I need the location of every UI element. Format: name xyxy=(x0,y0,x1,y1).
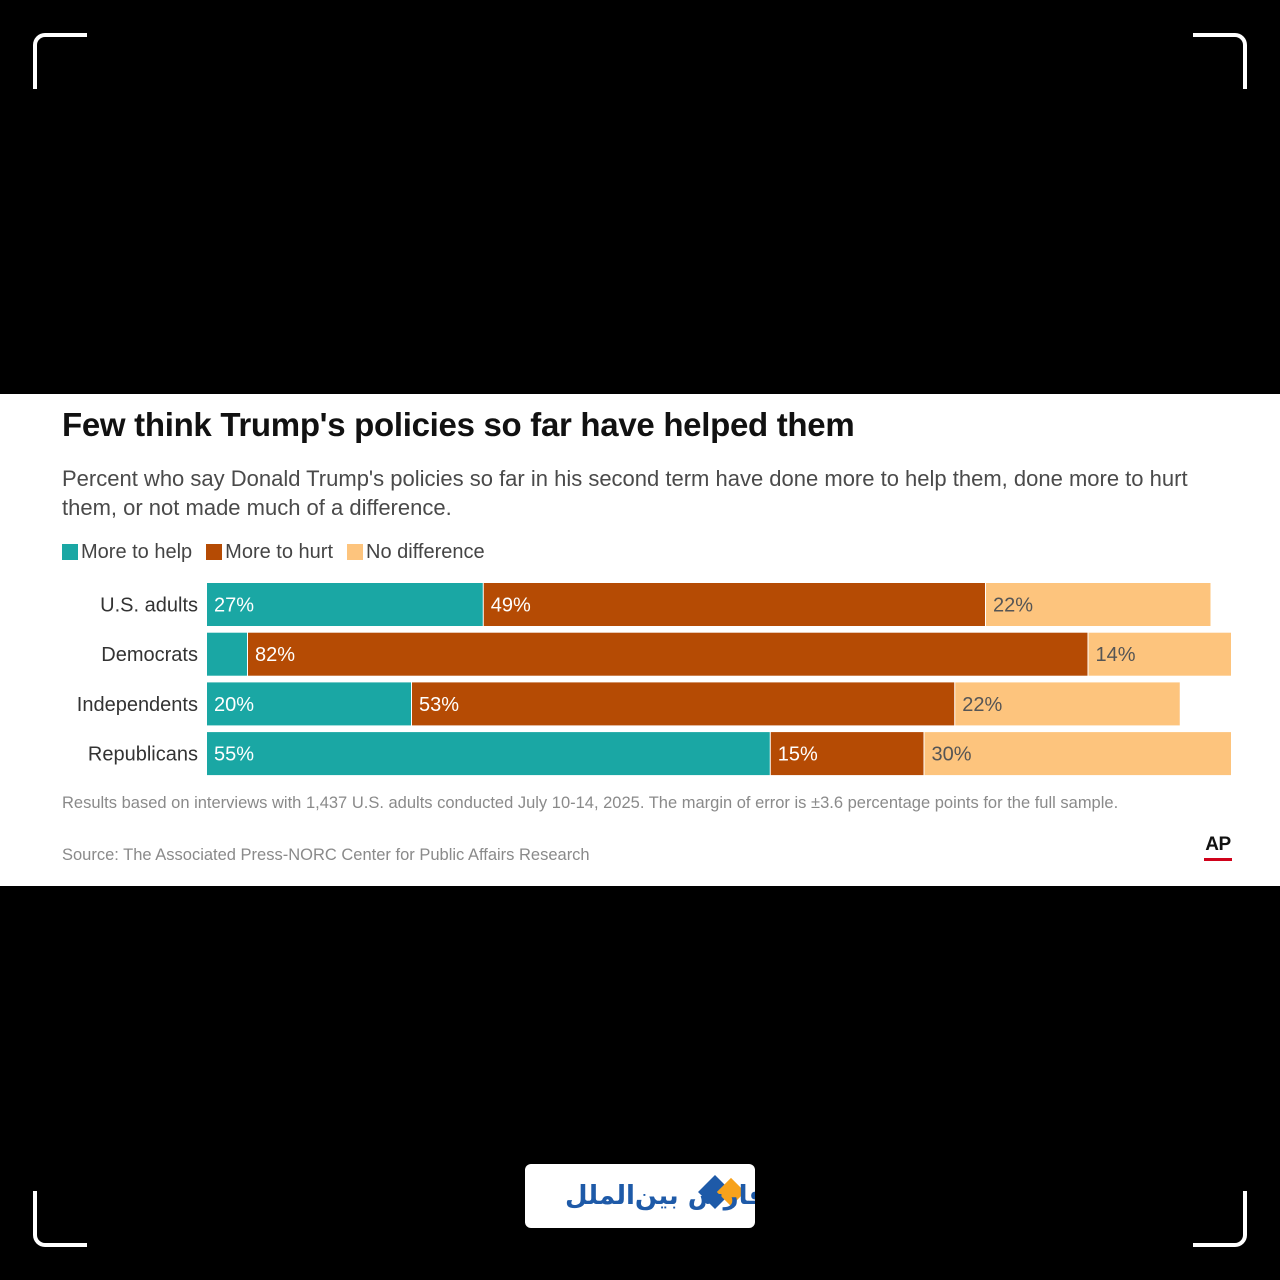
bar-republicans-more-to-help xyxy=(207,732,770,776)
data-label-u-s-adults-more-to-help: 27% xyxy=(214,595,254,617)
data-label-democrats-no-difference: 14% xyxy=(1096,644,1136,666)
frame-corner-bottom-right xyxy=(1193,1191,1247,1247)
legend-swatch-hurt xyxy=(206,544,223,560)
fars-logo-emblem xyxy=(698,1175,746,1209)
bar-democrats-more-to-help xyxy=(207,632,247,676)
data-label-independents-more-to-help: 20% xyxy=(214,694,254,716)
fars-watermark-logo: فارس بین‌الملل xyxy=(525,1164,765,1228)
data-label-republicans-more-to-help: 55% xyxy=(214,744,254,766)
chart-card: Few think Trump's policies so far have h… xyxy=(0,394,1280,886)
data-label-independents-more-to-hurt: 53% xyxy=(419,694,459,716)
bar-independents-more-to-help xyxy=(207,682,411,726)
fars-logo-text: فارس بین‌الملل xyxy=(565,1181,755,1211)
data-label-democrats-more-to-hurt: 82% xyxy=(255,644,295,666)
chart-legend: More to help More to hurt No difference xyxy=(62,540,499,564)
bar-independents-more-to-hurt xyxy=(412,682,955,726)
data-label-u-s-adults-more-to-hurt: 49% xyxy=(491,595,531,617)
legend-label-hurt: More to hurt xyxy=(225,540,333,563)
chart-title: Few think Trump's policies so far have h… xyxy=(62,406,855,443)
bar-democrats-more-to-hurt xyxy=(248,632,1088,676)
data-label-independents-no-difference: 22% xyxy=(962,694,1002,716)
bar-republicans-no-difference xyxy=(924,732,1231,776)
bar-u-s-adults-no-difference xyxy=(986,583,1211,626)
ap-logo-underline xyxy=(1204,858,1232,861)
frame-corner-top-right xyxy=(1193,33,1247,89)
legend-item-no-difference: No difference xyxy=(347,541,485,564)
legend-item-hurt: More to hurt xyxy=(206,541,333,564)
bar-republicans-more-to-hurt xyxy=(770,732,924,776)
chart-source: Source: The Associated Press-NORC Center… xyxy=(62,846,590,864)
fars-logo-graphic: فارس بین‌الملل xyxy=(565,1175,765,1211)
bar-u-s-adults-more-to-help xyxy=(207,583,483,626)
legend-label-help: More to help xyxy=(81,540,193,563)
ap-logo-text: AP xyxy=(1205,834,1231,855)
stacked-bar-chart: U.S. adults 27% 49% 22% Democrats 82% 14% Indep… xyxy=(77,583,1231,776)
legend-swatch-help xyxy=(62,544,78,560)
frame-corner-bottom-left xyxy=(33,1191,87,1247)
data-label-republicans-more-to-hurt: 15% xyxy=(778,744,818,766)
frame-corner-top-left xyxy=(33,33,87,89)
legend-label-no-difference: No difference xyxy=(366,540,485,563)
chart-subtitle: Percent who say Donald Trump's policies … xyxy=(62,466,1188,520)
category-label-independents: Independents xyxy=(77,694,198,716)
legend-item-help: More to help xyxy=(62,541,192,564)
category-label-u-s-adults: U.S. adults xyxy=(100,595,198,617)
data-label-u-s-adults-no-difference: 22% xyxy=(993,595,1033,617)
bar-independents-no-difference xyxy=(955,682,1180,726)
chart-note: Results based on interviews with 1,437 U… xyxy=(62,794,1119,812)
data-label-republicans-no-difference: 30% xyxy=(932,744,972,766)
category-label-democrats: Democrats xyxy=(101,644,198,666)
category-label-republicans: Republicans xyxy=(88,744,198,766)
ap-logo: AP xyxy=(1204,834,1232,861)
legend-swatch-no-difference xyxy=(347,544,363,560)
bar-democrats-no-difference xyxy=(1088,632,1231,676)
bar-u-s-adults-more-to-hurt xyxy=(483,583,985,626)
